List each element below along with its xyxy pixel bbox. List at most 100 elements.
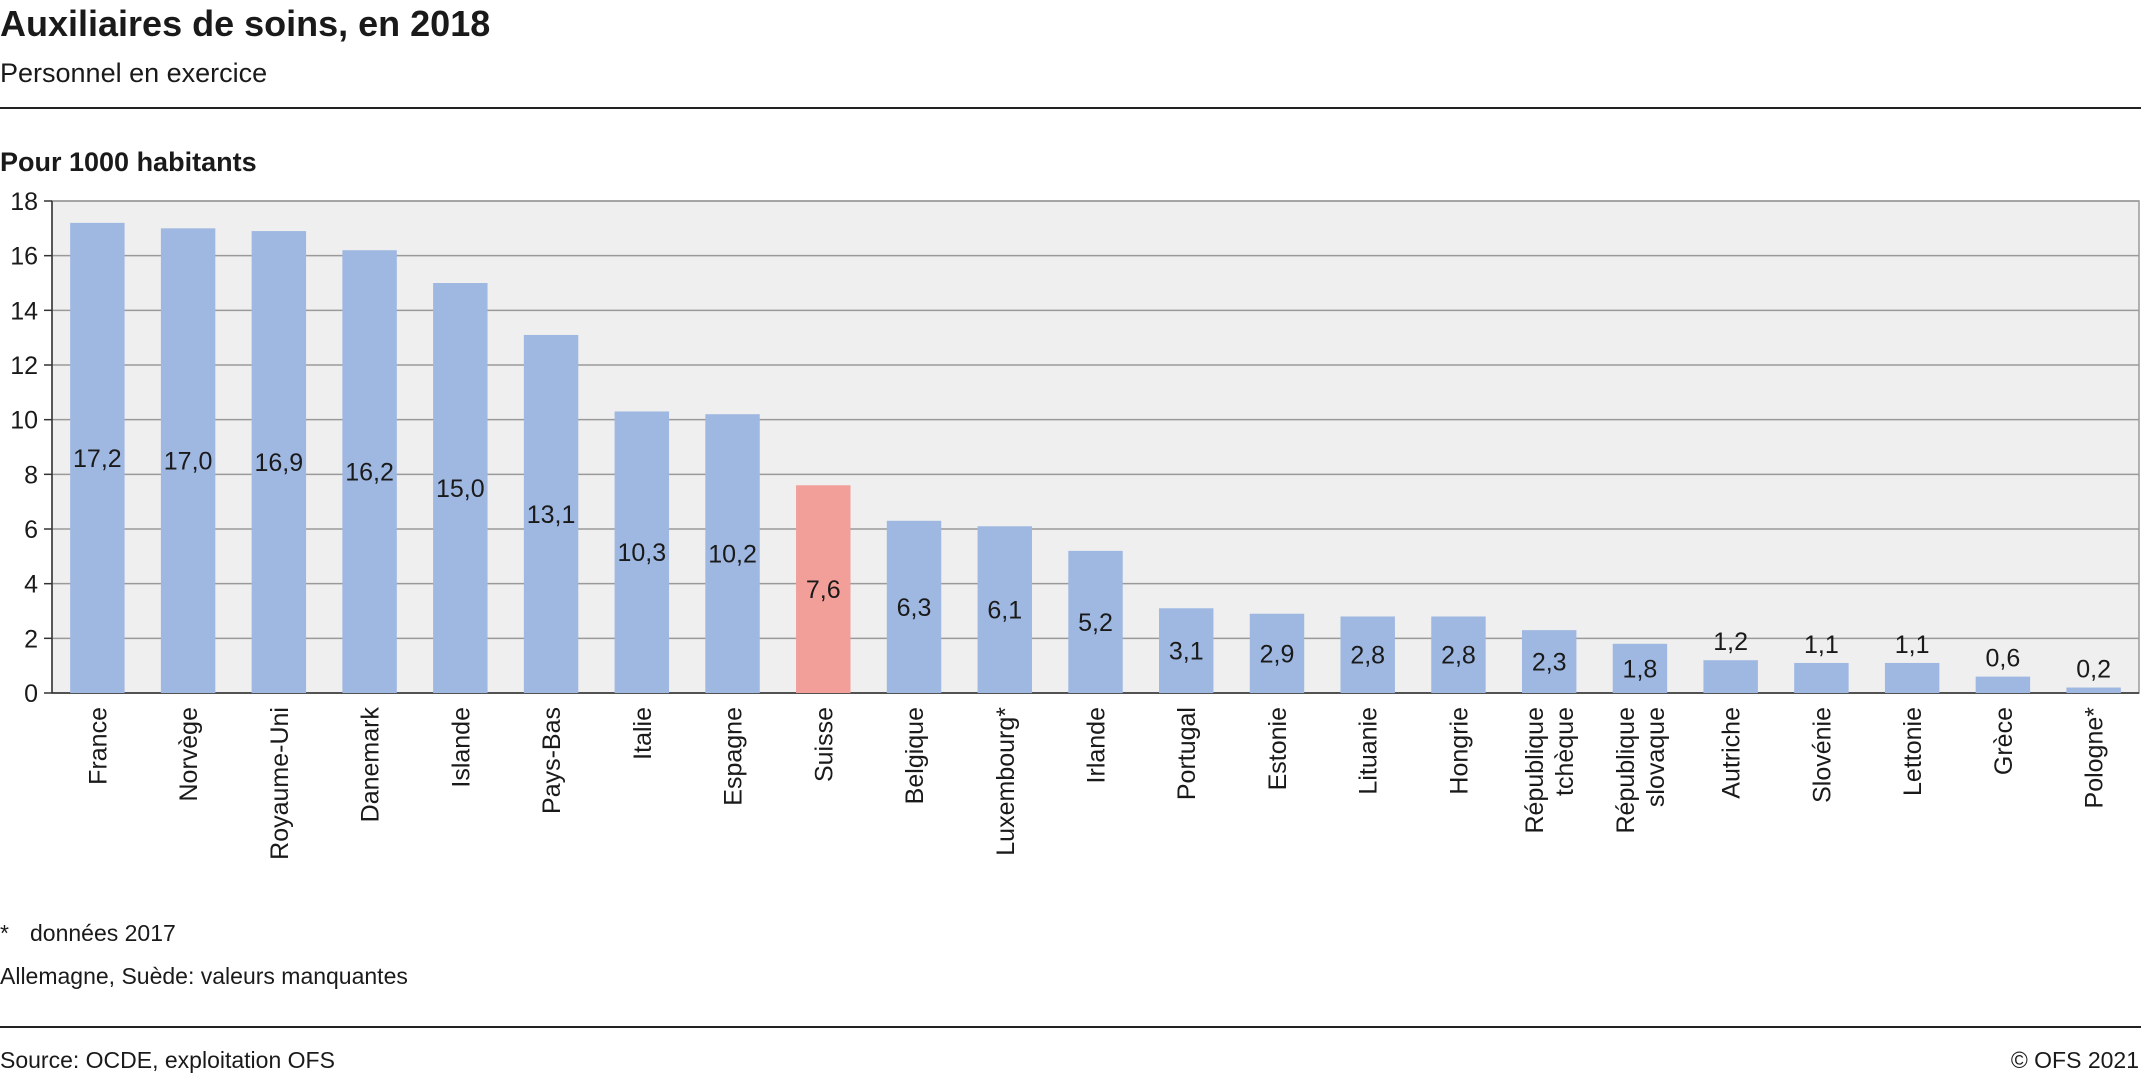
- x-tick-label: Estonie: [1264, 707, 1292, 790]
- bar: [2066, 687, 2121, 693]
- x-tick-label: Autriche: [1718, 707, 1746, 799]
- x-tick-label-line: Lituanie: [1355, 707, 1383, 795]
- footnote-mark: *: [0, 920, 9, 946]
- bar: [796, 485, 851, 693]
- data-label: 0,6: [1986, 645, 2021, 673]
- bar: [1249, 613, 1305, 693]
- x-tick-label: Slovénie: [1808, 707, 1836, 803]
- data-label: 2,3: [1532, 649, 1567, 677]
- data-label: 1,1: [1804, 631, 1839, 659]
- data-label: 13,1: [527, 501, 576, 529]
- data-label: 6,1: [987, 597, 1022, 625]
- bar: [1521, 630, 1577, 693]
- x-tick-label: Danemark: [357, 707, 385, 823]
- x-tick-label-line: Royaume-Uni: [266, 707, 294, 860]
- x-tick-label-line: Belgique: [901, 707, 929, 804]
- bars: [70, 222, 2121, 694]
- x-tick-label-line: Luxembourg*: [992, 707, 1020, 856]
- data-label: 16,2: [345, 459, 394, 487]
- y-tick-label: 4: [24, 571, 38, 599]
- y-tick-label: 14: [10, 297, 38, 325]
- bar: [523, 334, 579, 693]
- y-tick-label: 2: [24, 625, 38, 653]
- bar: [705, 414, 760, 693]
- data-label: 1,2: [1713, 628, 1748, 656]
- x-tick-label-line: tchèque: [1551, 707, 1579, 796]
- x-tick-label-line: Hongrie: [1445, 707, 1473, 795]
- bar: [433, 283, 488, 693]
- x-tick-label: Royaume-Uni: [266, 707, 294, 860]
- x-tick-label: Italie: [629, 707, 657, 760]
- bar: [1884, 662, 1940, 693]
- x-tick-label-line: Grèce: [1990, 707, 2018, 775]
- x-tick-label-line: Slovénie: [1808, 707, 1836, 803]
- y-tick-label: 12: [10, 352, 38, 380]
- x-tick-label: Norvège: [175, 707, 203, 802]
- y-tick-label: 16: [10, 243, 38, 271]
- data-label: 5,2: [1078, 609, 1113, 637]
- bar: [1612, 643, 1668, 693]
- bar: [886, 520, 942, 693]
- bar: [251, 231, 307, 694]
- x-tick-label: Islande: [447, 707, 475, 788]
- x-tick-label-line: Estonie: [1264, 707, 1292, 790]
- chart-title: Auxiliaires de soins, en 2018: [0, 3, 491, 44]
- bottom-divider: [0, 1026, 2141, 1028]
- footnote-text: données 2017: [30, 920, 176, 946]
- x-tick-label: Portugal: [1173, 707, 1201, 800]
- bar: [342, 250, 397, 693]
- bar-chart: 0 2 4 6 8 10 12 14 16 18 17,2 17,0 16,9 16,2 15,0 13,1…: [10, 188, 2140, 860]
- y-axis-unit-label: Pour 1000 habitants: [0, 147, 257, 177]
- bar: [1431, 616, 1486, 693]
- data-label: 6,3: [897, 594, 932, 622]
- x-tick-label: Luxembourg*: [992, 707, 1020, 856]
- data-label: 10,3: [617, 539, 666, 567]
- bar: [1068, 550, 1123, 693]
- data-label: 1,1: [1895, 631, 1930, 659]
- bar: [1703, 660, 1758, 693]
- missing-values-note: Allemagne, Suède: valeurs manquantes: [0, 963, 408, 989]
- y-tick-label: 8: [24, 461, 38, 489]
- data-label: 16,9: [255, 449, 304, 477]
- footnote: * données 2017: [0, 920, 176, 948]
- x-tick-label: Républiquetchèque: [1521, 707, 1579, 834]
- data-label: 7,6: [806, 576, 841, 604]
- x-tick-label-line: Islande: [447, 707, 475, 788]
- bar: [1794, 662, 1849, 693]
- bar: [614, 411, 670, 693]
- y-tick-label: 0: [24, 680, 38, 708]
- data-label: 2,9: [1260, 640, 1295, 668]
- x-tick-label-line: République: [1521, 707, 1549, 834]
- bar: [1975, 676, 2031, 693]
- x-tick-label: Espagne: [720, 707, 748, 806]
- y-axis-ticks: 0 2 4 6 8 10 12 14 16 18: [10, 188, 2139, 708]
- top-divider: [0, 107, 2141, 109]
- x-tick-label-line: Pologne*: [2081, 707, 2109, 809]
- x-tick-label-line: Danemark: [357, 707, 385, 823]
- data-label: 0,2: [2076, 656, 2111, 684]
- x-tick-label: Lituanie: [1355, 707, 1383, 795]
- x-tick-label-line: Irlande: [1083, 707, 1111, 783]
- x-tick-label-line: France: [84, 707, 112, 785]
- x-tick-label: Grèce: [1990, 707, 2018, 775]
- x-tick-label: Lettonie: [1899, 707, 1927, 796]
- x-axis-ticks: France Norvège Royaume-Uni Danemark Islande P…: [84, 707, 2108, 860]
- x-tick-label: Hongrie: [1445, 707, 1473, 795]
- data-label: 17,2: [73, 445, 122, 473]
- data-label: 3,1: [1169, 638, 1204, 666]
- bar: [160, 228, 216, 694]
- y-tick-label: 18: [10, 188, 38, 216]
- bar: [1159, 608, 1214, 693]
- x-tick-label-line: Lettonie: [1899, 707, 1927, 796]
- x-tick-label-line: République: [1612, 707, 1640, 834]
- x-tick-label: Pologne*: [2081, 707, 2109, 809]
- data-label: 17,0: [164, 448, 213, 476]
- chart-subtitle: Personnel en exercice: [0, 58, 268, 88]
- data-label: 2,8: [1350, 642, 1385, 670]
- source-note: Source: OCDE, exploitation OFS: [0, 1047, 335, 1073]
- x-tick-label-line: Norvège: [175, 707, 203, 802]
- x-tick-label: Suisse: [810, 707, 838, 782]
- bar: [977, 526, 1032, 693]
- x-tick-label-line: Pays-Bas: [538, 707, 566, 814]
- x-tick-label-line: Autriche: [1718, 707, 1746, 799]
